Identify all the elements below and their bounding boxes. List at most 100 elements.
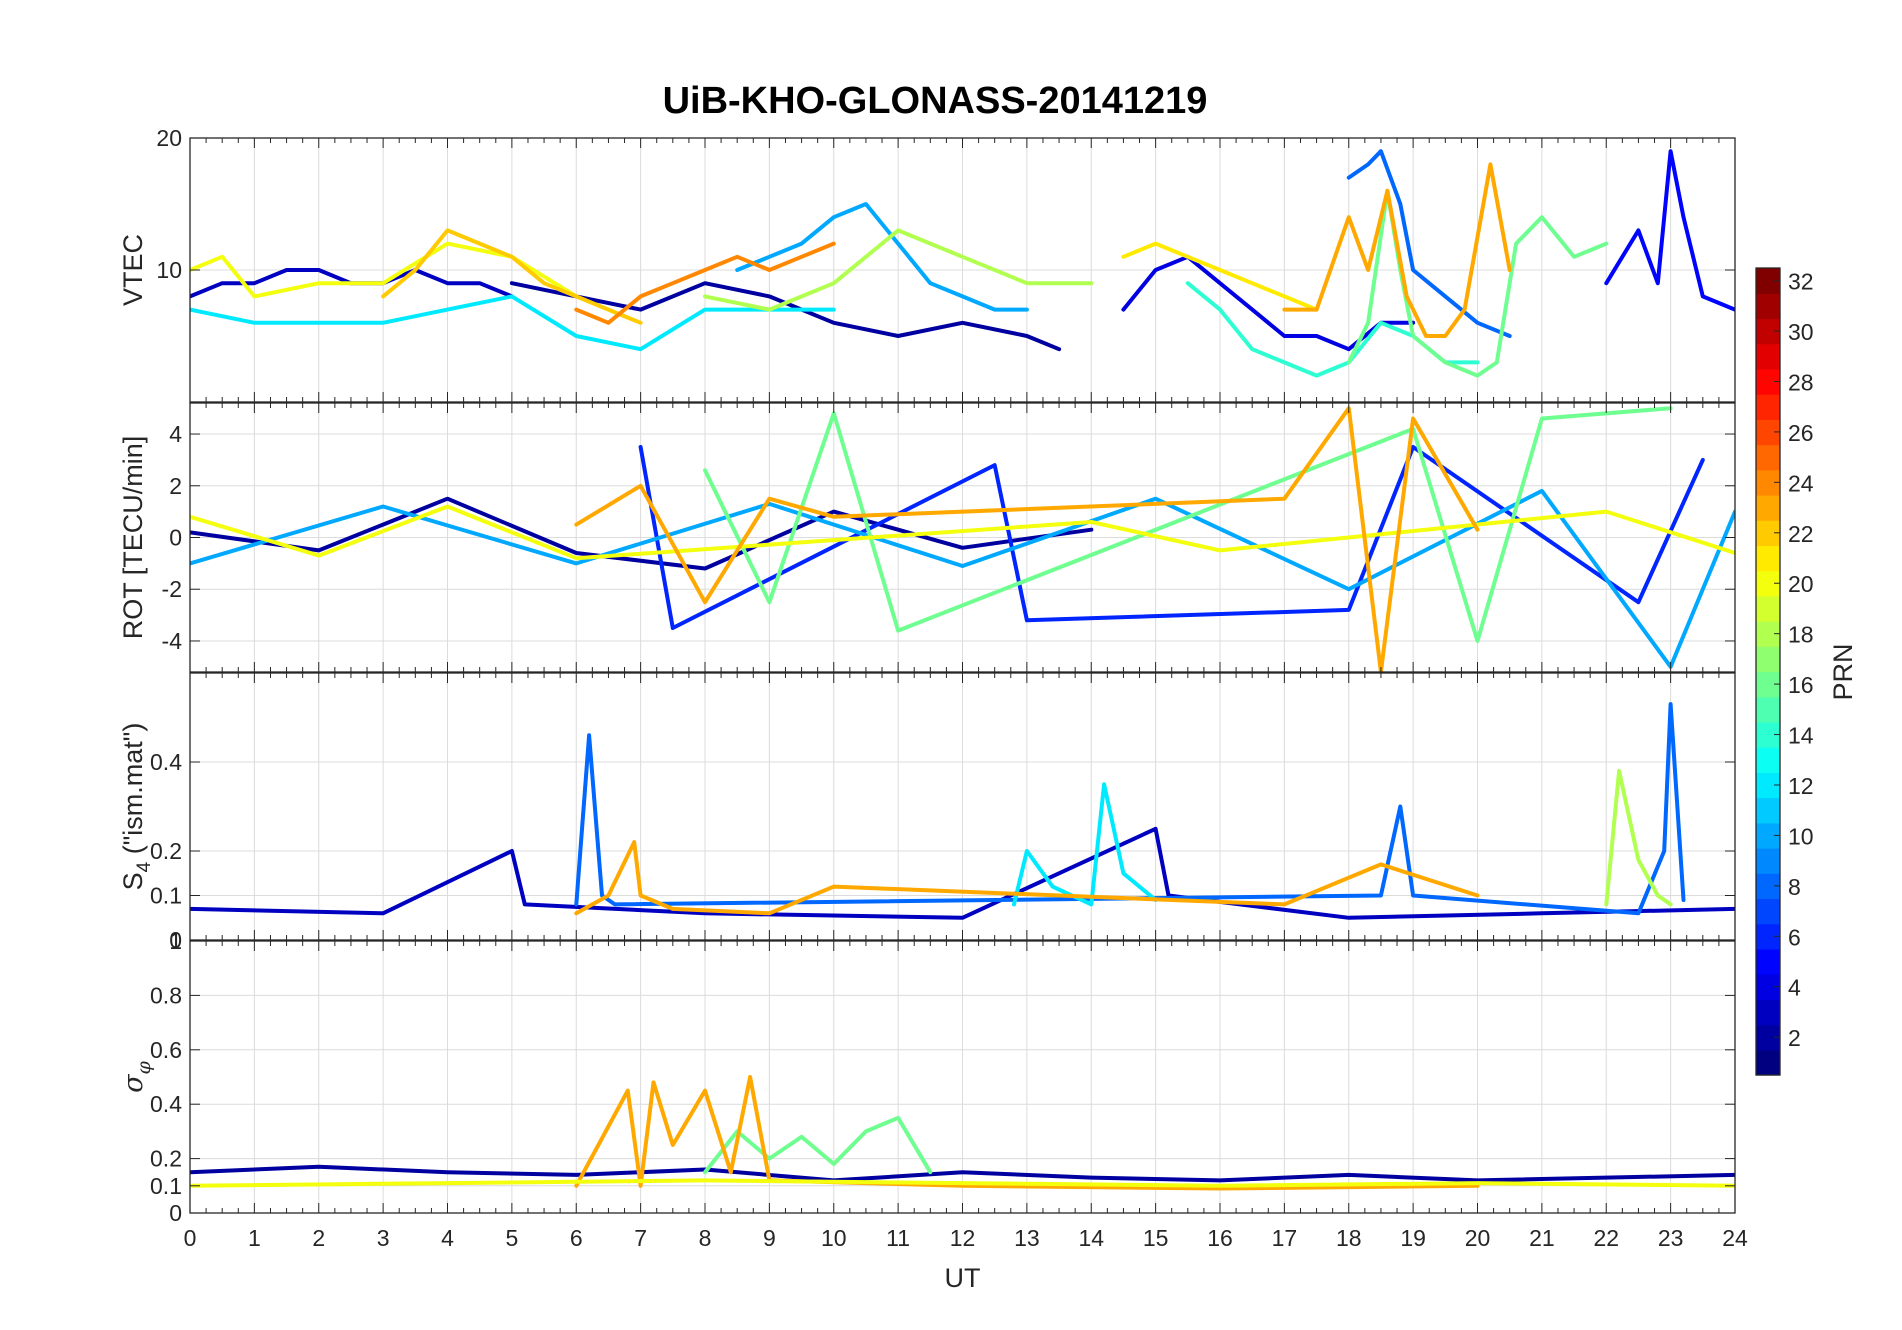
series-line-prn-16 [703,406,1673,643]
x-tick-label: 13 [1014,1225,1040,1251]
y-tick-label: 1 [169,928,182,954]
chart-title: UiB-KHO-GLONASS-20141219 [663,80,1208,122]
colorbar-tick-label: 2 [1788,1025,1801,1051]
colorbar-label: PRN [1828,643,1858,700]
x-tick-label: 3 [377,1225,390,1251]
series-line-prn-3 [190,826,1735,920]
x-tick-label: 0 [184,1225,197,1251]
x-tick-label: 14 [1078,1225,1104,1251]
colorbar-cell [1756,646,1780,673]
series-line-prn-23 [574,840,1480,916]
x-tick-label: 12 [950,1225,976,1251]
series-line-prn-2 [190,1164,1735,1183]
x-tick-label: 20 [1465,1225,1491,1251]
colorbar-tick-label: 6 [1788,924,1801,950]
colorbar-cell [1756,293,1780,320]
colorbar-tick-label: 22 [1788,521,1814,547]
colorbar-tick-label: 24 [1788,470,1814,496]
y-tick-label: 0.2 [150,838,182,864]
colorbar-tick-label: 10 [1788,823,1814,849]
colorbar-cell [1756,747,1780,773]
colorbar-cell [1756,848,1780,874]
colorbar-cell [1756,545,1780,572]
series-line-prn-23 [574,1075,1480,1191]
y-tick-label: -4 [162,628,183,654]
series-line-prn-8 [1346,149,1512,338]
series-line-prn-12 [1012,782,1158,907]
colorbar-tick-label: 14 [1788,723,1814,749]
x-tick-label: 10 [821,1225,847,1251]
colorbar-cell [1756,898,1780,925]
x-tick-label: 24 [1722,1225,1748,1251]
x-tick-label: 6 [570,1225,583,1251]
colorbar-cell [1756,595,1780,622]
x-tick-label: 7 [634,1225,647,1251]
x-tick-label: 4 [441,1225,454,1251]
colorbar-cell [1756,999,1780,1026]
colorbar-tick-label: 18 [1788,622,1814,648]
x-tick-label: 8 [699,1225,712,1251]
x-tick-label: 16 [1207,1225,1233,1251]
y-tick-label: 0 [169,927,182,953]
y-tick-label: -2 [162,576,182,602]
y-tick-label: 0.8 [150,982,182,1008]
series-line-prn-5 [1604,149,1735,312]
series-line-prn-24 [574,241,836,325]
y-tick-label: 20 [156,125,182,151]
colorbar-cell [1756,494,1780,521]
x-tick-label: 23 [1658,1225,1684,1251]
series-line-prn-20 [190,504,1735,561]
colorbar-tick-label: 30 [1788,319,1814,345]
series-group [190,1075,1735,1191]
x-tick-label: 1 [248,1225,261,1251]
x-tick-label: 22 [1593,1225,1619,1251]
colorbar-cell [1756,948,1780,975]
series-line-prn-20 [190,1178,1735,1188]
colorbar-box [1755,267,1781,1076]
colorbar-tick-label: 28 [1788,369,1814,395]
series-line-prn-16 [703,1115,933,1175]
y-axis-label: VTEC [118,234,148,306]
y-axis-label: σφ [118,1060,155,1092]
x-axis-label: UT [945,1263,981,1293]
series-line-prn-21 [1121,241,1319,312]
x-tick-label: 17 [1272,1225,1298,1251]
panel-1: 10 20 VTEC [118,125,1736,403]
series-group [190,406,1735,672]
series-line-prn-18 [703,228,1094,312]
series-line-prn-6 [638,445,1705,630]
series-line-prn-22 [381,228,643,325]
y-tick-label: 0.1 [150,1173,182,1199]
y-axis-label: S4 ("ism.mat") [118,723,155,891]
x-tick-label: 15 [1143,1225,1169,1251]
x-tick-label: 19 [1400,1225,1426,1251]
colorbar-cell [1756,444,1780,471]
series-line-prn-14 [1185,281,1480,378]
y-tick-label: 10 [156,257,182,283]
series-line-prn-2 [190,496,1094,571]
x-tick-label: 5 [505,1225,518,1251]
series-line-prn-4 [1121,254,1416,352]
colorbar-cell [1756,696,1780,723]
colorbar-tick-label: 26 [1788,420,1814,446]
colorbar-tick-label: 8 [1788,874,1801,900]
panel-2: -4 -2 0 2 4 ROT [TECU/min] [118,402,1736,673]
y-tick-label: 0.4 [150,1091,182,1117]
y-tick-label: 4 [169,421,182,447]
colorbar-cell [1756,394,1780,420]
y-tick-label: 0.1 [150,883,182,909]
series-line-prn-20 [190,241,579,299]
colorbar-cell [1756,343,1780,370]
series-line-prn-18 [1604,768,1673,907]
series-line-prn-23 [1282,162,1512,338]
y-tick-label: 0.4 [150,749,182,775]
x-tick-label: 21 [1529,1225,1555,1251]
x-tick-label: 9 [763,1225,776,1251]
y-tick-label: 2 [169,473,182,499]
series-line-prn-8 [574,702,1686,916]
colorbar-tick-label: 4 [1788,975,1801,1001]
